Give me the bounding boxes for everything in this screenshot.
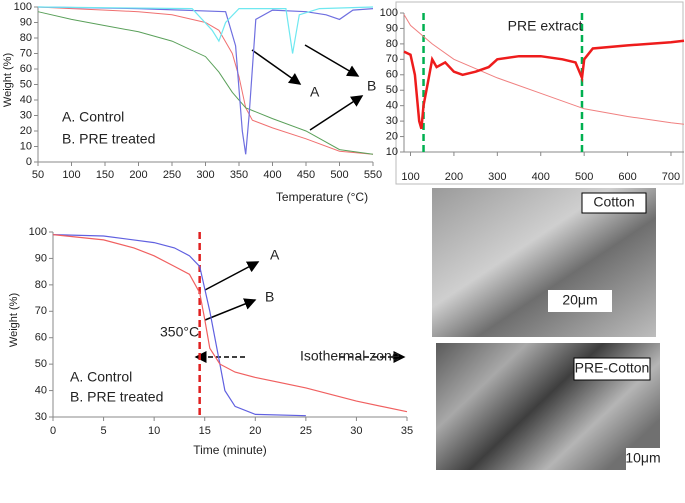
y-tick-label: 40 — [20, 94, 32, 106]
x-tick-label: 500 — [575, 171, 593, 183]
y-tick-label: 50 — [386, 84, 398, 96]
y-tick-label: 30 — [35, 411, 47, 423]
y-tick-label: 70 — [386, 53, 398, 65]
annotation: Isothermal zone — [300, 348, 400, 364]
x-tick-label: 550 — [364, 169, 382, 181]
scale-box — [548, 290, 612, 312]
annotation: B. PRE treated — [62, 131, 155, 147]
line-series — [37, 6, 374, 155]
y-tick-label: 60 — [20, 63, 32, 75]
y-tick-label: 50 — [20, 78, 32, 90]
x-tick-label: 20 — [249, 425, 261, 437]
x-tick-label: 400 — [532, 171, 550, 183]
y-tick-label: 20 — [20, 125, 32, 137]
x-tick-label: 600 — [618, 171, 636, 183]
x-tick-label: 100 — [401, 171, 419, 183]
x-tick-label: 250 — [163, 169, 181, 181]
x-tick-label: 300 — [488, 171, 506, 183]
scale-label: 20μm — [562, 292, 597, 308]
image-label: PRE-Cotton — [575, 360, 650, 376]
x-tick-label: 700 — [662, 171, 680, 183]
line-series — [37, 11, 374, 155]
panel-border — [395, 1, 684, 185]
y-tick-label: 10 — [20, 140, 32, 152]
line-series — [52, 234, 306, 417]
x-tick-label: 350 — [230, 169, 248, 181]
label-box — [581, 192, 647, 214]
x-tick-label: 100 — [62, 169, 80, 181]
line-series — [403, 14, 685, 125]
y-tick-label: 80 — [35, 279, 47, 291]
y-tick-label: 60 — [386, 69, 398, 81]
x-axis-label: Time (minute) — [193, 443, 267, 457]
y-tick-label: 40 — [35, 384, 47, 396]
annotation: 350°C — [160, 324, 199, 340]
x-axis-label: Temperature (°C) — [276, 190, 368, 204]
x-tick-label: 500 — [330, 169, 348, 181]
scale-box — [626, 448, 660, 470]
chart-title: PRE extract — [508, 18, 583, 34]
line-series — [52, 234, 408, 413]
y-tick-label: 50 — [35, 358, 47, 370]
annotation: A — [270, 247, 280, 263]
y-tick-label: 20 — [386, 130, 398, 142]
x-tick-label: 0 — [50, 425, 56, 437]
x-tick-label: 400 — [263, 169, 281, 181]
y-tick-label: 100 — [29, 226, 47, 238]
annotation: A — [310, 84, 320, 100]
y-tick-label: 30 — [386, 115, 398, 127]
annotation: A. Control — [62, 109, 124, 125]
scale-label: 10μm — [625, 450, 660, 466]
y-axis-label: Weight (%) — [8, 293, 20, 347]
annotation: B. PRE treated — [70, 389, 163, 405]
y-tick-label: 60 — [35, 332, 47, 344]
x-tick-label: 450 — [297, 169, 315, 181]
y-tick-label: 70 — [20, 47, 32, 59]
x-tick-label: 150 — [96, 169, 114, 181]
y-tick-label: 90 — [20, 16, 32, 28]
y-tick-label: 100 — [14, 1, 32, 13]
arrows — [194, 44, 406, 363]
annotation: B — [367, 78, 376, 94]
image-label: Cotton — [593, 194, 634, 210]
label-box — [573, 357, 651, 381]
line-series — [37, 6, 374, 54]
x-tick-label: 15 — [199, 425, 211, 437]
y-tick-label: 90 — [35, 252, 47, 264]
y-tick-label: 0 — [26, 156, 32, 168]
x-tick-label: 10 — [148, 425, 160, 437]
x-tick-label: 50 — [32, 169, 44, 181]
annotation: A. Control — [70, 369, 132, 385]
x-tick-label: 30 — [350, 425, 362, 437]
x-tick-label: 200 — [445, 171, 463, 183]
x-tick-label: 5 — [101, 425, 107, 437]
y-tick-label: 80 — [386, 38, 398, 50]
x-tick-label: 35 — [401, 425, 413, 437]
annotation: B — [265, 289, 274, 305]
x-tick-label: 200 — [129, 169, 147, 181]
y-tick-label: 100 — [380, 7, 398, 19]
x-tick-label: 300 — [196, 169, 214, 181]
y-tick-label: 10 — [386, 146, 398, 158]
y-tick-label: 40 — [386, 100, 398, 112]
y-tick-label: 70 — [35, 305, 47, 317]
y-tick-label: 90 — [386, 22, 398, 34]
y-tick-label: 30 — [20, 109, 32, 121]
y-tick-label: 80 — [20, 32, 32, 44]
y-axis-label: Weight (%) — [2, 53, 14, 107]
x-tick-label: 25 — [300, 425, 312, 437]
line-series — [403, 39, 685, 130]
line-series — [37, 6, 374, 155]
